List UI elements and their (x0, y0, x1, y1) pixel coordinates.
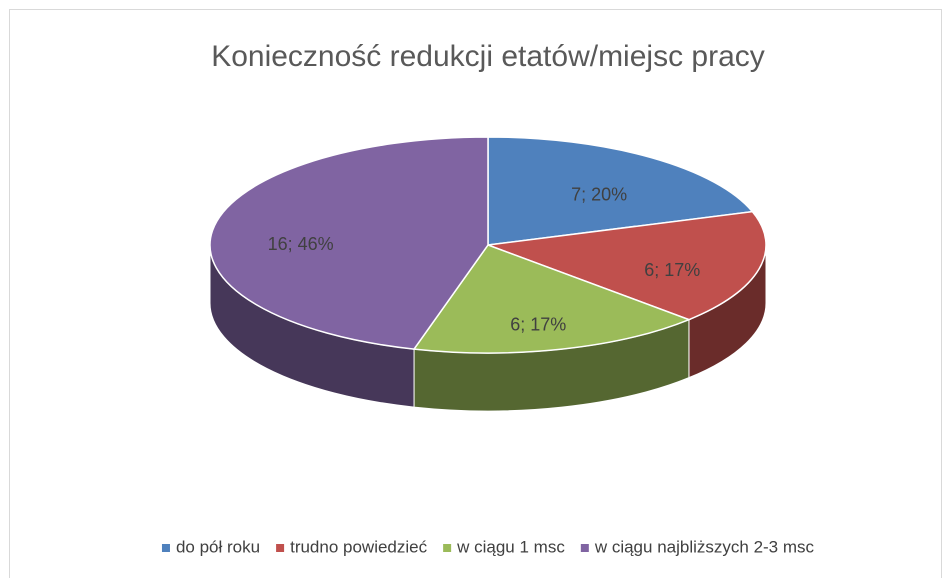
legend-swatch (276, 544, 285, 552)
legend-label: w ciągu najbliższych 2-3 msc (594, 537, 815, 556)
slice (487, 136, 754, 246)
legend-swatch (443, 544, 452, 552)
legend-swatch (580, 544, 589, 552)
legend-label: do pół roku (176, 537, 260, 556)
legend-label: trudno powiedzieć (290, 537, 428, 556)
legend-label: w ciągu 1 msc (456, 537, 565, 556)
data-label: 6; 17% (644, 260, 700, 280)
slice (487, 210, 767, 321)
legend-swatch (161, 544, 170, 552)
chart-title: Konieczność redukcji etatów/miejsc pracy (211, 40, 765, 73)
data-label: 16; 46% (268, 234, 334, 254)
data-label: 6; 17% (510, 315, 566, 335)
slice (209, 136, 489, 350)
data-label: 7; 20% (571, 184, 627, 204)
slice (412, 244, 692, 354)
